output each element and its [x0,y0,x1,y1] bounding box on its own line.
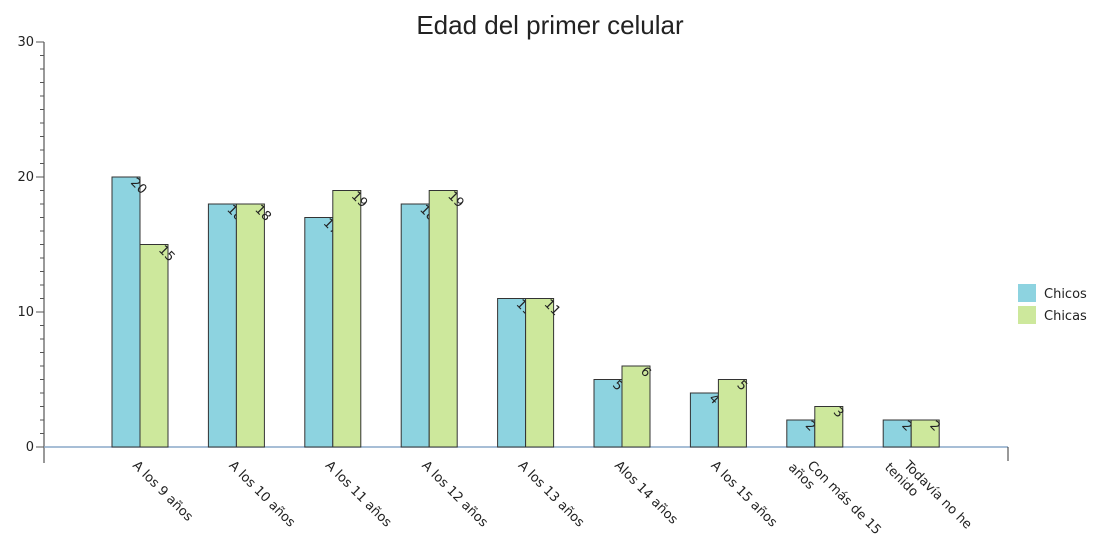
bar-chicos [593,379,623,448]
legend: Chicos Chicas [1018,284,1087,324]
bar-chicas [717,379,747,448]
bar-chicos [207,203,237,448]
bar-chicas [332,190,362,448]
y-tick-label: 10 [17,305,34,320]
category-label-line: Alos 14 años [611,458,680,527]
category-label: A los 13 años [515,458,587,530]
bar-chicas [139,244,169,448]
y-tick-label: 0 [26,440,34,455]
bar-chicas [235,203,265,448]
bar-chicos [111,176,141,448]
legend-swatch-chicos [1018,284,1036,302]
bar-chicos [497,298,527,448]
bar-chicos [689,392,719,448]
bar-chicos [882,419,912,448]
legend-swatch-chicas [1018,306,1036,324]
category-label-line: A los 15 años [708,458,780,530]
category-label: A los 9 años [129,458,196,525]
bar-chicas [814,406,844,448]
category-label-line: A los 10 años [226,458,298,530]
category-labels: A los 9 años A los 10 años A los 11 años A … [129,458,974,539]
category-label: A los 12 años [418,458,490,530]
category-label: A los 15 años [708,458,780,530]
y-tick-label: 30 [17,35,34,50]
category-label-line: A los 11 años [322,458,394,530]
category-label: A los 11 años [322,458,394,530]
bar-chicos [400,203,430,448]
y-tick-label: 20 [17,170,34,185]
chart-title: Edad del primer celular [416,10,684,40]
bar-chicos [304,217,334,448]
legend-label-chicas: Chicas [1044,309,1087,324]
bar-chicas [621,365,651,448]
category-label-line: A los 12 años [418,458,490,530]
legend-label-chicos: Chicos [1044,287,1087,302]
category-label-line: Con más de 15 [804,458,884,538]
bar-chicas [428,190,458,448]
bar-chicas [525,298,555,448]
category-label-line: A los 13 años [515,458,587,530]
category-label-line: A los 9 años [129,458,196,525]
category-label: A los 10 años [226,458,298,530]
bar-chicas [910,419,940,448]
category-label: Alos 14 años [611,458,680,527]
